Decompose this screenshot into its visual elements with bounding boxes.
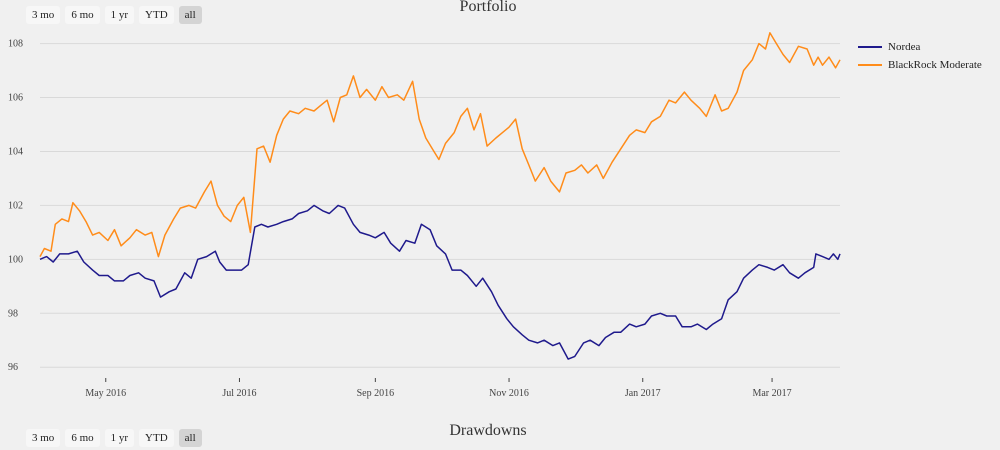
portfolio-chart: 96 98 100 102 104 106 108 May 2016 Jul 2016 Sep 2…	[8, 32, 841, 399]
legend-item[interactable]: Nordea	[858, 38, 982, 56]
series-line-nordea	[39, 204, 841, 360]
x-tick-label: Sep 2016	[357, 388, 395, 399]
drawdowns-range-ytd-button[interactable]: YTD	[139, 429, 174, 447]
drawdowns-range-1-yr-button[interactable]: 1 yr	[104, 429, 135, 447]
portfolio-range-1-yr-button[interactable]: 1 yr	[104, 6, 135, 24]
x-tick-label: Jan 2017	[625, 388, 661, 399]
y-tick-label: 100	[8, 254, 23, 265]
portfolio-range-6-mo-button[interactable]: 6 mo	[65, 6, 100, 24]
legend-label: BlackRock Moderate	[888, 59, 982, 71]
y-tick-label: 108	[8, 39, 23, 50]
drawdowns-title: Drawdowns	[449, 422, 527, 439]
range-selector-portfolio: 3 mo 6 mo 1 yr YTD all	[26, 6, 202, 24]
x-tick-label: Mar 2017	[752, 388, 791, 399]
legend-item[interactable]: BlackRock Moderate	[858, 56, 982, 74]
series-line-blackrock-moderate	[39, 32, 841, 258]
drawdowns-range-3-mo-button[interactable]: 3 mo	[26, 429, 61, 447]
x-tick-label: Nov 2016	[489, 388, 529, 399]
portfolio-range-ytd-button[interactable]: YTD	[139, 6, 174, 24]
legend-swatch	[858, 46, 882, 48]
legend-swatch	[858, 64, 882, 66]
y-tick-label: 96	[8, 362, 18, 373]
y-tick-label: 98	[8, 308, 18, 319]
range-selector-drawdowns: 3 mo 6 mo 1 yr YTD all	[26, 429, 202, 447]
y-tick-label: 106	[8, 93, 23, 104]
legend: Nordea BlackRock Moderate	[858, 38, 982, 74]
portfolio-range-3-mo-button[interactable]: 3 mo	[26, 6, 61, 24]
y-tick-label: 104	[8, 146, 23, 157]
drawdowns-range-6-mo-button[interactable]: 6 mo	[65, 429, 100, 447]
x-tick-label: May 2016	[85, 388, 126, 399]
portfolio-range-all-button[interactable]: all	[178, 6, 202, 24]
y-tick-label: 102	[8, 200, 23, 211]
chart-title: Portfolio	[459, 0, 517, 15]
drawdowns-range-all-button[interactable]: all	[178, 429, 202, 447]
legend-label: Nordea	[888, 41, 921, 53]
x-tick-label: Jul 2016	[222, 388, 256, 399]
